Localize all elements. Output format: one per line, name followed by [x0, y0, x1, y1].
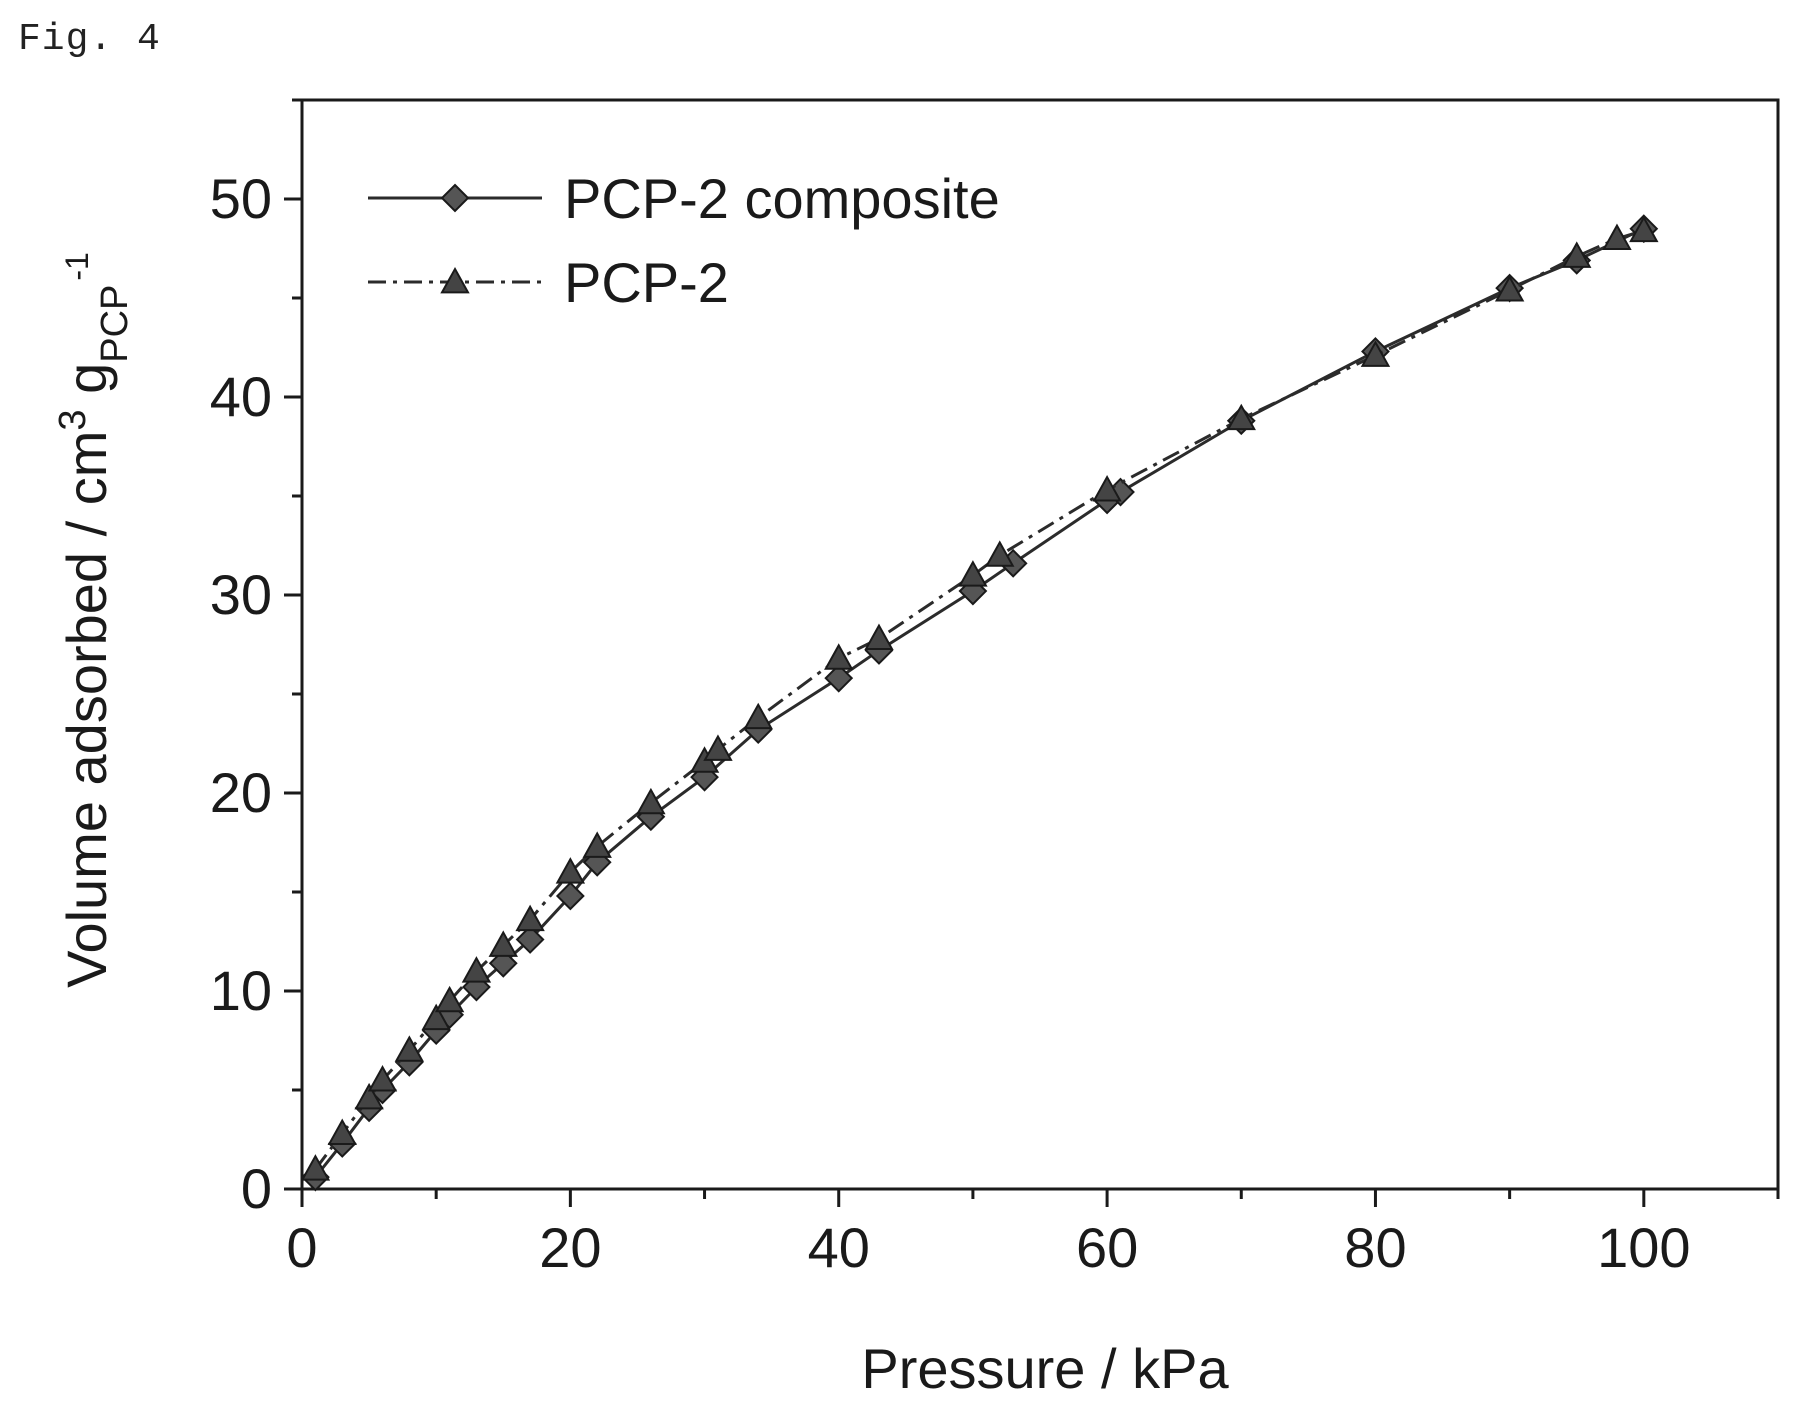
data-point — [1226, 403, 1256, 431]
series-layer — [300, 214, 1659, 1192]
y-axis-title: Volume adsorbed / cm3 gPCP -1 — [52, 252, 136, 988]
legend-marker — [440, 266, 470, 294]
series-line — [314, 227, 1645, 1179]
data-point — [636, 787, 666, 815]
y-axis-title-sup: 3 — [52, 409, 94, 430]
y-tick-label: 10 — [210, 959, 272, 1022]
data-point — [1629, 215, 1659, 243]
data-point — [300, 1154, 331, 1181]
data-point — [1092, 475, 1122, 502]
x-axis-title: Pressure / kPa — [861, 1337, 1229, 1400]
data-point — [824, 643, 854, 670]
x-tick-label: 100 — [1597, 1216, 1690, 1279]
data-point — [421, 1003, 451, 1031]
data-point — [985, 540, 1015, 567]
data-point — [582, 831, 612, 858]
figure-label: Fig. 4 — [18, 18, 161, 61]
data-point — [958, 560, 988, 587]
legend: PCP-2 composite PCP-2 — [368, 167, 1000, 314]
x-tick-label: 20 — [539, 1216, 601, 1279]
legend-label: PCP-2 composite — [564, 167, 1000, 230]
x-tick-label: 0 — [286, 1216, 317, 1279]
plot-frame — [300, 98, 1780, 1191]
y-axis-title-sup2: -1 — [59, 252, 95, 280]
y-axis-title-sub: PCP — [94, 285, 136, 363]
series-pcp2 — [300, 215, 1659, 1181]
data-point — [1602, 223, 1632, 250]
data-point — [515, 904, 545, 932]
x-tick-label: 60 — [1076, 1216, 1138, 1279]
data-point — [743, 702, 773, 730]
series-line — [314, 229, 1645, 1171]
data-point — [864, 623, 894, 650]
y-axis-title-main: Volume adsorbed / cm — [55, 431, 118, 988]
legend-label: PCP-2 — [564, 251, 729, 314]
data-point — [434, 985, 465, 1013]
data-point — [824, 663, 854, 693]
legend-marker — [440, 183, 470, 213]
y-axis-title-g: g — [55, 363, 118, 410]
data-point — [1494, 275, 1525, 302]
x-tick-label: 80 — [1344, 1216, 1406, 1279]
data-point — [394, 1035, 425, 1062]
y-tick-label: 40 — [210, 365, 272, 428]
data-point — [461, 956, 492, 983]
y-tick-label: 30 — [210, 563, 272, 626]
data-point — [555, 881, 585, 911]
axes: 0 20 40 60 80 100 0 10 20 30 40 50 — [210, 98, 1780, 1279]
y-tick-label: 20 — [210, 761, 272, 824]
data-point — [327, 1118, 357, 1145]
data-point — [354, 1082, 384, 1110]
data-point — [515, 925, 545, 954]
data-point — [1562, 241, 1592, 268]
series-composite — [301, 214, 1659, 1192]
x-tick-label: 40 — [808, 1216, 870, 1279]
data-point — [1360, 340, 1391, 367]
data-point — [488, 930, 518, 957]
data-point — [367, 1065, 398, 1092]
y-tick-label: 0 — [241, 1157, 272, 1220]
data-point — [703, 734, 733, 761]
data-point — [555, 857, 586, 884]
y-tick-label: 50 — [210, 167, 272, 230]
